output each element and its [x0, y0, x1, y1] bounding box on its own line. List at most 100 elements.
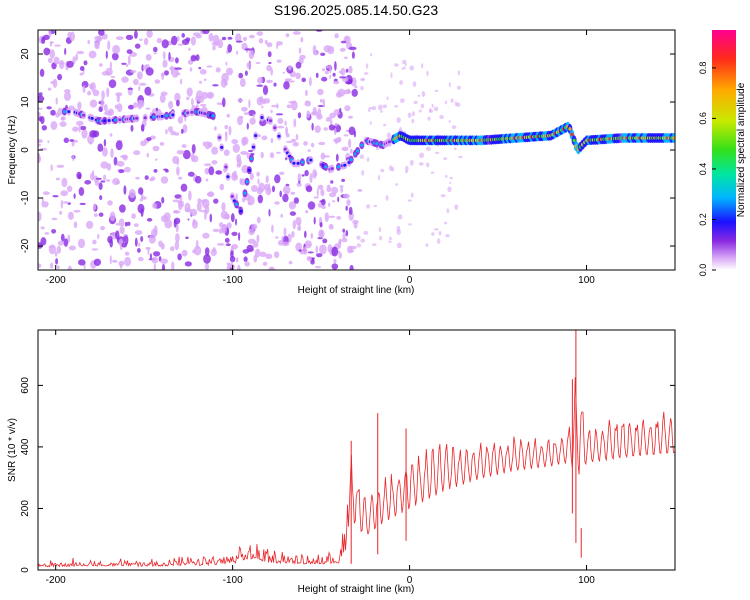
noise-blob [77, 101, 82, 111]
ridge-core [243, 191, 247, 195]
ridge-core [324, 165, 328, 169]
noise-blob [44, 232, 50, 235]
noise-blob [421, 63, 424, 69]
noise-blob [240, 116, 244, 119]
noise-blob [451, 125, 457, 129]
noise-blob [276, 59, 282, 63]
ridge-core [217, 136, 222, 140]
noise-blob [105, 50, 108, 59]
noise-blob [339, 47, 346, 52]
noise-blob [73, 139, 78, 143]
noise-blob [66, 185, 73, 192]
noise-blob [202, 232, 210, 239]
noise-blob [249, 117, 256, 125]
noise-blob [190, 55, 197, 62]
noise-blob [43, 47, 51, 56]
noise-blob [153, 52, 157, 55]
noise-blob [242, 36, 248, 42]
noise-blob [328, 124, 335, 131]
noise-blob [270, 138, 274, 143]
noise-blob [262, 261, 268, 266]
noise-blob [273, 251, 280, 259]
colorbar-tick-label: 0.2 [698, 213, 708, 226]
noise-blob [291, 231, 295, 238]
noise-blob [211, 146, 219, 155]
noise-blob [306, 110, 311, 119]
noise-blob [174, 240, 180, 251]
noise-blob [444, 100, 447, 105]
noise-blob [298, 47, 302, 54]
noise-blob [189, 67, 193, 72]
noise-blob [248, 149, 253, 153]
noise-blob [159, 94, 166, 103]
y-tick-label: 200 [20, 500, 31, 517]
noise-blob [110, 148, 114, 159]
noise-blob [255, 62, 261, 64]
noise-blob [88, 50, 97, 59]
noise-blob [345, 230, 349, 237]
ridge-core [349, 158, 353, 162]
noise-blob [104, 110, 113, 116]
noise-blob [348, 138, 352, 148]
noise-blob [125, 64, 129, 67]
noise-blob [103, 104, 108, 112]
noise-blob [175, 72, 181, 76]
noise-blob [119, 226, 125, 235]
noise-blob [221, 202, 226, 212]
noise-blob [160, 243, 165, 250]
noise-blob [59, 121, 67, 127]
noise-blob [271, 104, 278, 108]
noise-blob [412, 81, 417, 88]
noise-blob [322, 155, 330, 158]
noise-blob [285, 133, 290, 138]
noise-blob [152, 145, 160, 152]
noise-blob [264, 39, 268, 45]
noise-blob [187, 171, 195, 177]
noise-blob [155, 107, 159, 112]
noise-blob [114, 104, 119, 110]
noise-blob [192, 32, 201, 37]
ridge-core [90, 116, 94, 120]
noise-blob [113, 156, 118, 166]
ridge-core [164, 114, 169, 118]
noise-blob [147, 248, 150, 256]
noise-blob [292, 141, 299, 147]
noise-blob [140, 236, 144, 242]
noise-blob [363, 230, 369, 235]
noise-blob [199, 103, 207, 107]
noise-blob [273, 82, 277, 87]
noise-blob [345, 205, 348, 211]
x-tick-label: 100 [578, 575, 595, 586]
noise-blob [327, 244, 333, 253]
noise-blob [256, 234, 260, 243]
noise-blob [62, 201, 70, 204]
noise-blob [42, 191, 50, 196]
noise-blob [177, 253, 182, 261]
noise-blob [197, 198, 202, 204]
noise-blob [221, 72, 229, 83]
noise-blob [380, 110, 383, 113]
noise-blob [138, 242, 141, 248]
noise-blob [323, 127, 328, 131]
noise-blob [222, 97, 226, 108]
noise-blob [314, 125, 321, 133]
noise-blob [343, 193, 350, 199]
ridge-core [239, 209, 243, 213]
noise-blob [184, 261, 192, 267]
noise-blob [434, 228, 439, 231]
noise-blob [275, 236, 279, 239]
noise-blob [124, 166, 131, 173]
ridge-core [226, 175, 230, 179]
noise-blob [181, 33, 185, 38]
noise-blob [247, 201, 252, 206]
x-tick-label: -200 [46, 575, 66, 586]
noise-blob [54, 251, 58, 257]
noise-blob [281, 241, 290, 247]
noise-blob [202, 141, 206, 147]
noise-blob [178, 176, 183, 180]
noise-blob [313, 196, 319, 199]
noise-blob [268, 208, 271, 217]
noise-blob [354, 85, 358, 89]
noise-blob [394, 105, 399, 108]
